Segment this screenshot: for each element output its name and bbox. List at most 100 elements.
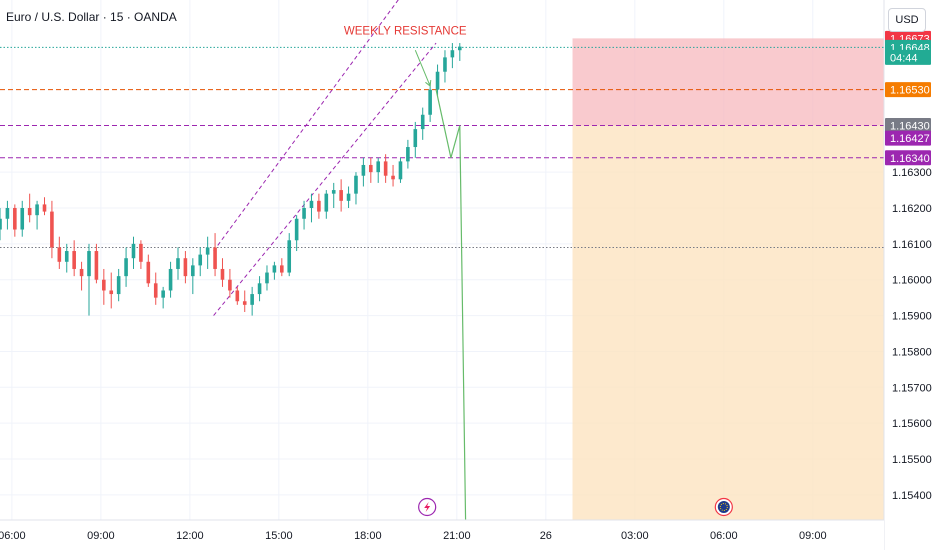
candle-body bbox=[13, 208, 17, 230]
candle bbox=[250, 286, 254, 316]
price-tag-bg bbox=[885, 118, 931, 134]
candle-body bbox=[198, 254, 203, 266]
candle bbox=[428, 82, 432, 122]
resistance-arrow-head[interactable] bbox=[425, 80, 432, 88]
price-tick-label: 1.15700 bbox=[892, 382, 932, 394]
price-tick-label: 1.15800 bbox=[892, 346, 932, 358]
event-flag-icon[interactable] bbox=[714, 497, 733, 517]
event-markers[interactable] bbox=[418, 497, 733, 517]
price-tag-bg bbox=[885, 150, 931, 166]
price-tick-label: 1.16000 bbox=[892, 275, 932, 287]
candle bbox=[302, 200, 306, 230]
candle bbox=[309, 193, 314, 223]
candle bbox=[102, 268, 106, 305]
drawings[interactable]: WEEKLY RESISTANCE bbox=[344, 26, 467, 531]
time-axis[interactable] bbox=[0, 520, 884, 550]
candle-body bbox=[161, 290, 165, 298]
flag-stars bbox=[719, 503, 728, 511]
candle bbox=[376, 157, 381, 183]
candle bbox=[228, 268, 232, 298]
price-tag-text: 1.16530 bbox=[890, 85, 930, 97]
candle bbox=[287, 233, 292, 277]
price-tag[interactable]: 1.16340 bbox=[885, 150, 931, 166]
candle bbox=[79, 261, 84, 291]
candle bbox=[324, 190, 329, 219]
candle bbox=[161, 286, 165, 309]
channel-lower-line[interactable] bbox=[213, 42, 437, 316]
candle bbox=[146, 254, 151, 287]
candle-body bbox=[124, 258, 128, 277]
candle-body bbox=[339, 190, 343, 201]
candle-body bbox=[369, 164, 373, 173]
candle bbox=[191, 258, 195, 295]
price-tag-bg bbox=[885, 82, 931, 98]
candle-body bbox=[42, 204, 47, 212]
candle-body bbox=[398, 161, 403, 180]
price-tag[interactable]: 1.16530 bbox=[885, 82, 931, 98]
candle bbox=[27, 193, 32, 223]
candle bbox=[317, 193, 321, 219]
candle bbox=[116, 268, 121, 302]
candle-body bbox=[457, 46, 462, 51]
price-tag[interactable]: 1.16427 bbox=[885, 130, 931, 146]
event-bolt-icon[interactable] bbox=[418, 497, 437, 517]
candle-body bbox=[228, 279, 232, 291]
candle bbox=[139, 240, 143, 269]
projection-path[interactable] bbox=[435, 89, 467, 531]
price-tick-label: 1.16200 bbox=[892, 203, 932, 215]
price-tick-label: 1.16300 bbox=[892, 167, 932, 179]
price-tag-text: 04:44 bbox=[890, 52, 918, 64]
candle bbox=[213, 233, 217, 277]
time-tick-label: 26 bbox=[540, 530, 552, 542]
price-tag-text: 1.16427 bbox=[890, 133, 930, 145]
price-tick-label: 1.15900 bbox=[892, 311, 932, 323]
candle-body bbox=[205, 247, 210, 255]
candle bbox=[87, 243, 91, 316]
price-tag[interactable]: 04:44 bbox=[885, 49, 931, 65]
candle bbox=[183, 251, 188, 284]
price-tag-bg bbox=[885, 49, 931, 65]
candle-body bbox=[50, 211, 54, 248]
weekly-resistance-label[interactable]: WEEKLY RESISTANCE bbox=[344, 26, 467, 38]
stop-loss-zone[interactable] bbox=[572, 38, 884, 126]
candle-body bbox=[391, 175, 395, 180]
candle bbox=[198, 247, 203, 277]
price-tag[interactable]: 1.16430 bbox=[885, 118, 931, 134]
take-profit-zone[interactable] bbox=[572, 125, 884, 520]
candle-body bbox=[406, 147, 410, 162]
candle-body bbox=[20, 208, 25, 230]
candle-body bbox=[443, 57, 447, 72]
candle-body bbox=[242, 301, 247, 305]
price-tick-label: 1.15600 bbox=[892, 418, 932, 430]
candle-body bbox=[57, 247, 62, 262]
candle-body bbox=[354, 175, 358, 194]
candle bbox=[0, 208, 2, 241]
candle-body bbox=[450, 50, 455, 58]
time-tick-label: 21:00 bbox=[443, 530, 471, 542]
candle-body bbox=[176, 258, 180, 269]
time-tick-label: 12:00 bbox=[176, 530, 204, 542]
resistance-arrow[interactable] bbox=[414, 50, 431, 87]
candle bbox=[339, 179, 343, 212]
currency-button[interactable]: USD bbox=[888, 8, 926, 32]
candle-body bbox=[302, 208, 306, 219]
candle-body bbox=[109, 290, 114, 295]
price-levels[interactable] bbox=[0, 46, 884, 248]
candle bbox=[57, 236, 62, 269]
candle-body bbox=[324, 193, 329, 212]
candle bbox=[406, 139, 410, 169]
candle bbox=[450, 43, 455, 69]
candle-body bbox=[413, 129, 418, 148]
symbol-title: Euro / U.S. Dollar · 15 · OANDA bbox=[6, 10, 177, 24]
candle-body bbox=[5, 208, 10, 219]
position-zones[interactable] bbox=[572, 38, 884, 520]
candle-body bbox=[64, 251, 69, 262]
candle bbox=[443, 50, 447, 83]
candle bbox=[153, 272, 158, 305]
candle-body bbox=[87, 251, 91, 277]
channel-upper-line[interactable] bbox=[213, 0, 404, 252]
trend-channel[interactable] bbox=[213, 0, 437, 316]
